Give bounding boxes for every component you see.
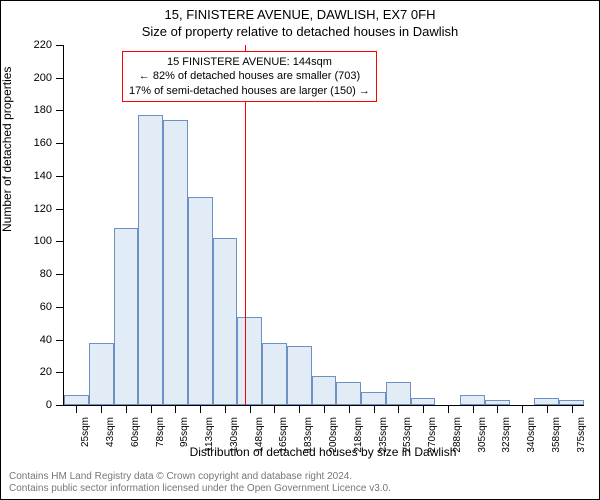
histogram-bar <box>336 382 361 405</box>
y-tick <box>56 307 64 308</box>
page-subtitle: Size of property relative to detached ho… <box>1 24 599 39</box>
histogram-bar <box>312 376 337 405</box>
x-tick <box>448 405 449 413</box>
annotation-line: ← 82% of detached houses are smaller (70… <box>129 69 370 83</box>
y-tick-label: 80 <box>40 268 52 280</box>
x-tick <box>547 405 548 413</box>
y-tick <box>56 78 64 79</box>
y-tick-label: 60 <box>40 301 52 313</box>
annotation-callout: 15 FINISTERE AVENUE: 144sqm← 82% of deta… <box>122 51 377 102</box>
y-tick-label: 160 <box>34 137 52 149</box>
histogram-bar <box>262 343 287 405</box>
histogram-bar <box>386 382 411 405</box>
histogram-bar <box>361 392 386 405</box>
x-tick <box>522 405 523 413</box>
histogram-bar <box>460 395 485 405</box>
y-tick <box>56 45 64 46</box>
histogram-bar <box>213 238 238 405</box>
chart-container: 15, FINISTERE AVENUE, DAWLISH, EX7 0FH S… <box>0 0 600 500</box>
x-tick-label: 95sqm <box>179 417 190 447</box>
y-tick <box>56 340 64 341</box>
footer-line-2: Contains public sector information licen… <box>9 483 391 495</box>
x-tick <box>349 405 350 413</box>
y-tick <box>56 274 64 275</box>
y-tick-label: 200 <box>34 72 52 84</box>
footer-line-1: Contains HM Land Registry data © Crown c… <box>9 471 391 483</box>
x-tick <box>374 405 375 413</box>
x-axis-label: Distribution of detached houses by size … <box>63 445 583 459</box>
histogram-bar <box>559 400 584 405</box>
x-tick-label: 43sqm <box>105 417 116 447</box>
x-tick <box>299 405 300 413</box>
x-tick <box>423 405 424 413</box>
chart: Number of detached properties 0204060801… <box>63 45 583 405</box>
y-tick-label: 220 <box>34 39 52 51</box>
x-tick <box>126 405 127 413</box>
y-tick-label: 40 <box>40 334 52 346</box>
x-tick <box>398 405 399 413</box>
y-tick <box>56 372 64 373</box>
x-tick <box>200 405 201 413</box>
plot-area: 02040608010012014016018020022025sqm43sqm… <box>63 45 584 406</box>
x-tick <box>175 405 176 413</box>
x-tick <box>572 405 573 413</box>
y-tick-label: 140 <box>34 170 52 182</box>
x-tick <box>324 405 325 413</box>
y-tick-label: 0 <box>46 399 52 411</box>
x-tick <box>101 405 102 413</box>
histogram-bar <box>163 120 188 405</box>
x-tick-label: 25sqm <box>80 417 91 447</box>
y-tick-label: 20 <box>40 366 52 378</box>
x-tick <box>151 405 152 413</box>
histogram-bar <box>64 395 89 405</box>
histogram-bar <box>534 398 559 405</box>
histogram-bar <box>138 115 163 405</box>
x-tick-label: 60sqm <box>130 417 141 447</box>
y-tick <box>56 405 64 406</box>
y-tick <box>56 143 64 144</box>
histogram-bar <box>287 346 312 405</box>
page-title: 15, FINISTERE AVENUE, DAWLISH, EX7 0FH <box>1 7 599 22</box>
histogram-bar <box>485 400 510 405</box>
y-tick <box>56 209 64 210</box>
histogram-bar <box>411 398 436 405</box>
y-axis-label: Number of detached properties <box>0 67 14 232</box>
x-tick <box>225 405 226 413</box>
annotation-line: 17% of semi-detached houses are larger (… <box>129 84 370 98</box>
x-tick <box>497 405 498 413</box>
y-tick-label: 100 <box>34 235 52 247</box>
y-tick <box>56 110 64 111</box>
annotation-line: 15 FINISTERE AVENUE: 144sqm <box>129 55 370 69</box>
histogram-bar <box>188 197 213 405</box>
y-tick <box>56 176 64 177</box>
x-tick <box>250 405 251 413</box>
footer-attribution: Contains HM Land Registry data © Crown c… <box>9 471 391 495</box>
y-tick-label: 120 <box>34 203 52 215</box>
y-tick <box>56 241 64 242</box>
x-tick <box>274 405 275 413</box>
x-tick <box>473 405 474 413</box>
histogram-bar <box>237 317 262 405</box>
histogram-bar <box>114 228 139 405</box>
y-tick-label: 180 <box>34 104 52 116</box>
histogram-bar <box>89 343 114 405</box>
x-tick-label: 78sqm <box>155 417 166 447</box>
x-tick <box>76 405 77 413</box>
